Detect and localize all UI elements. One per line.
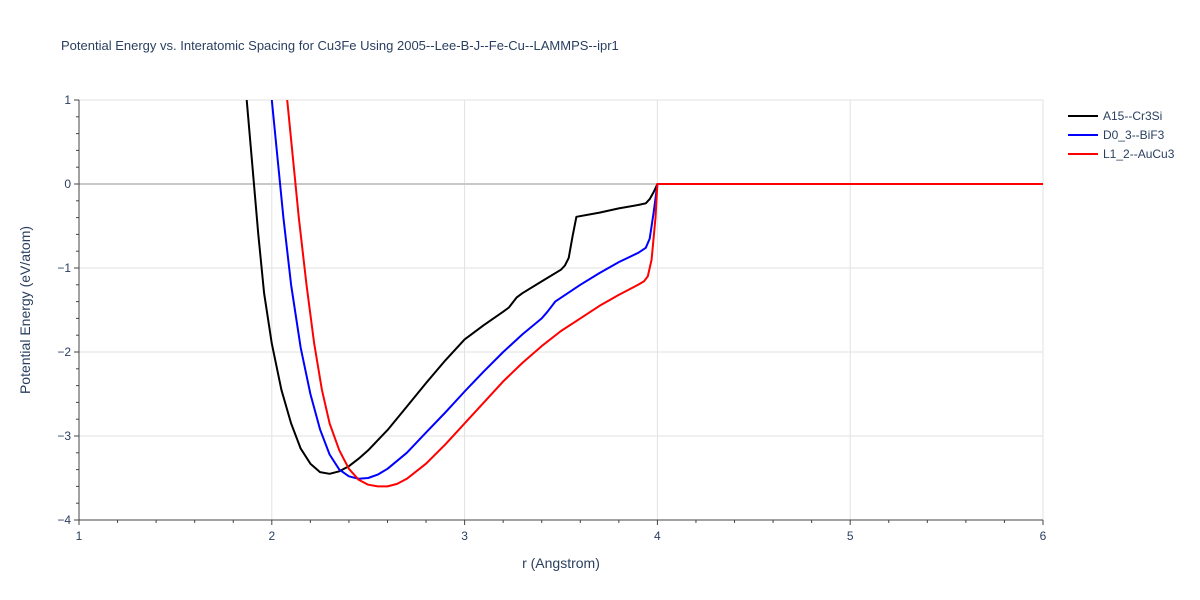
x-tick-label: 1 bbox=[76, 529, 83, 543]
series-line-1 bbox=[270, 100, 1043, 480]
x-tick-label: 3 bbox=[461, 529, 468, 543]
y-tick-label: −2 bbox=[57, 345, 71, 359]
series-line-0 bbox=[245, 100, 1043, 475]
series-lines bbox=[245, 100, 1043, 488]
x-tick-label: 5 bbox=[847, 529, 854, 543]
y-axis-label: Potential Energy (eV/atom) bbox=[17, 226, 33, 394]
tick-labels: 1 2 3 4 5 6 1 0 −1 −2 −3 −4 bbox=[57, 93, 1046, 543]
legend-item-label[interactable]: D0_3--BiF3 bbox=[1103, 128, 1165, 142]
y-tick-label: −3 bbox=[57, 429, 71, 443]
axes bbox=[78, 100, 1043, 521]
x-tick-label: 2 bbox=[268, 529, 275, 543]
x-tick-label: 4 bbox=[654, 529, 661, 543]
x-tick-label: 6 bbox=[1040, 529, 1047, 543]
y-tick-label: −4 bbox=[57, 513, 71, 527]
series-line-2 bbox=[286, 100, 1043, 488]
legend-item-label[interactable]: A15--Cr3Si bbox=[1103, 109, 1162, 123]
grid bbox=[79, 99, 1044, 520]
y-tick-label: 1 bbox=[64, 93, 71, 107]
y-tick-label: 0 bbox=[64, 177, 71, 191]
legend[interactable]: A15--Cr3Si D0_3--BiF3 L1_2--AuCu3 bbox=[1068, 109, 1175, 161]
legend-item-label[interactable]: L1_2--AuCu3 bbox=[1103, 147, 1175, 161]
chart-title: Potential Energy vs. Interatomic Spacing… bbox=[61, 38, 619, 53]
x-axis-label: r (Angstrom) bbox=[522, 555, 600, 571]
y-tick-label: −1 bbox=[57, 261, 71, 275]
